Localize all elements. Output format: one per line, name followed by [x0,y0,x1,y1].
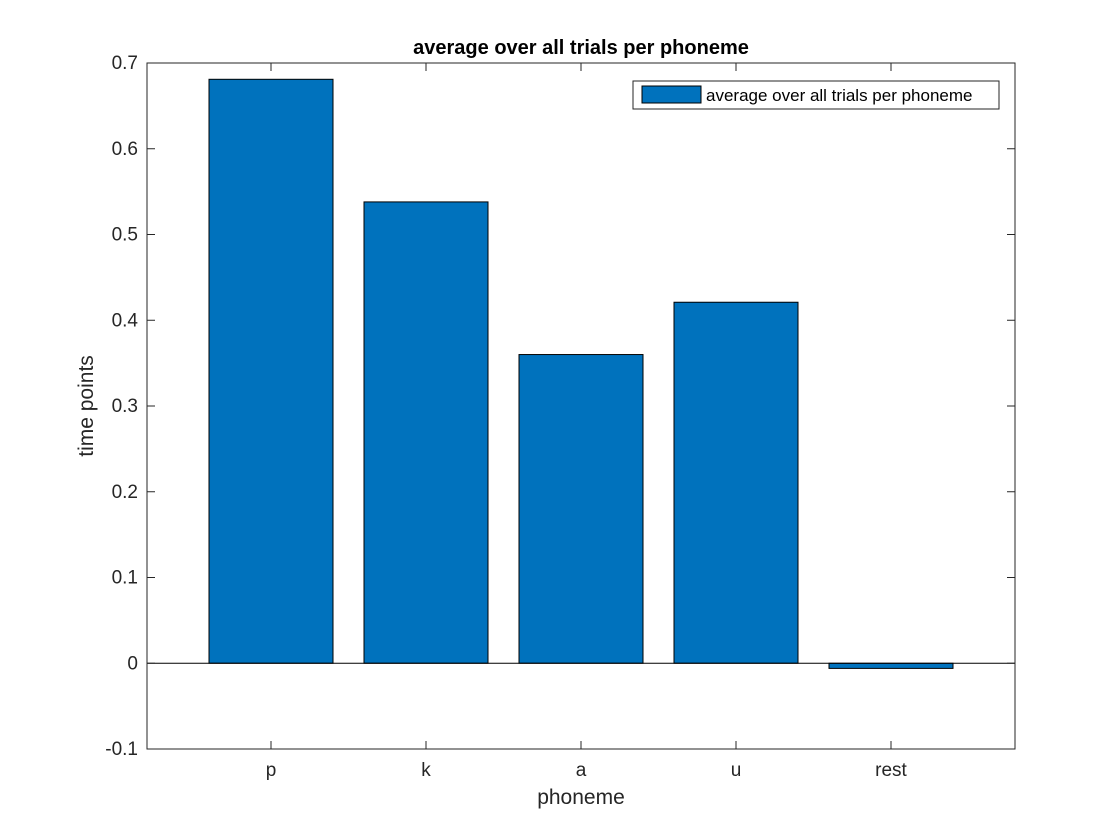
legend-label: average over all trials per phoneme [706,86,972,105]
legend: average over all trials per phoneme [632,80,1000,110]
y-tick-label: 0.2 [112,482,138,503]
legend-swatch [641,85,702,104]
x-tick-label: a [576,760,587,781]
y-tick-label: 0.1 [112,568,138,589]
x-axis-label: phoneme [537,786,625,809]
x-tick-label: u [731,760,742,781]
bar-p [208,78,334,664]
y-tick-label: 0.5 [112,225,138,246]
chart-title: average over all trials per phoneme [413,37,749,59]
bar-k [363,201,489,664]
x-tick-label: p [266,760,277,781]
x-tick-label: k [421,760,431,781]
x-tick-label: rest [875,760,907,781]
y-tick-label: 0 [127,653,138,674]
y-tick-label: 0.6 [112,139,138,160]
y-tick-label: -0.1 [105,739,138,760]
bar-a [518,354,644,664]
y-tick-label: 0.7 [112,53,138,74]
bar-rest [828,662,954,669]
y-tick-label: 0.3 [112,396,138,417]
y-tick-label: 0.4 [112,310,139,331]
bar-u [673,301,799,664]
y-axis-label: time points [75,355,98,457]
